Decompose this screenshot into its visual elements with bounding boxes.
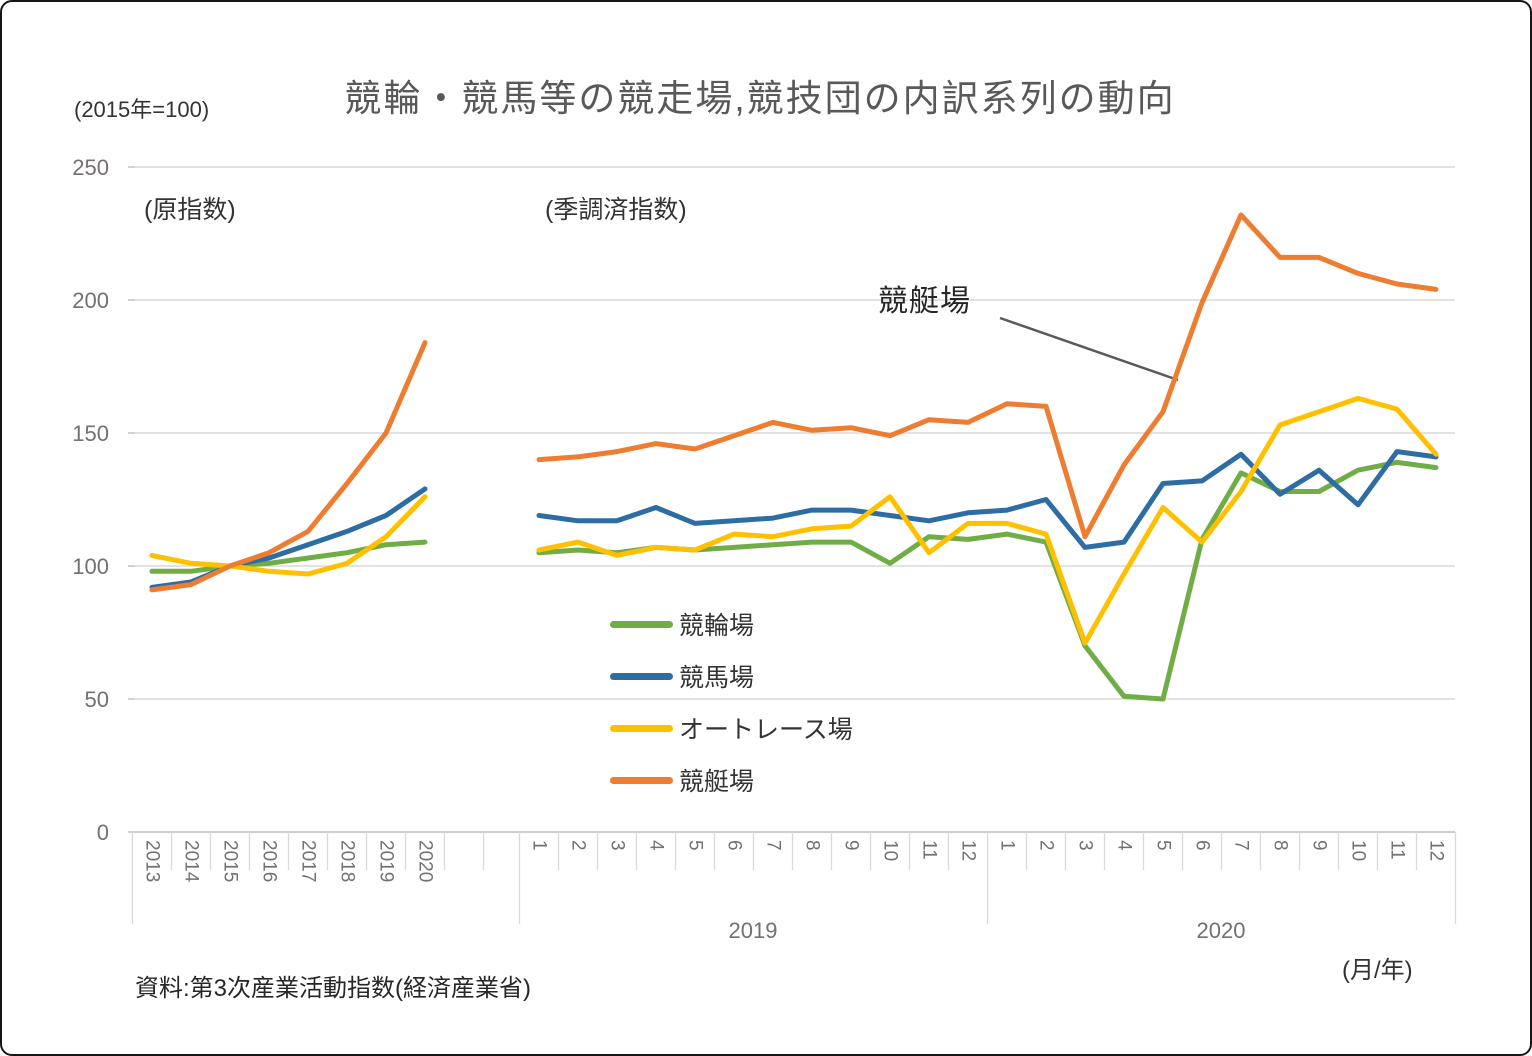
x-tick-label-year: 2018	[337, 840, 358, 882]
x-tick-label-month: 10	[1348, 840, 1369, 861]
annotation-callout-line	[999, 316, 1179, 382]
legend-item-keiba: 競馬場	[610, 650, 853, 702]
x-tick-label-year: 2020	[415, 840, 436, 882]
x-tick-label-month: 7	[1231, 840, 1252, 851]
chart-title: 競輪・競馬等の競走場,競技団の内訳系列の動向	[344, 78, 1176, 119]
legend-label-keirin: 競輪場	[679, 612, 755, 640]
series-line-kyotei-annual	[149, 340, 428, 593]
x-tick-label-month: 2	[568, 840, 589, 851]
x-tick-label-month: 11	[919, 840, 940, 860]
x-tick-label-month: 1	[529, 840, 550, 851]
x-tick-label-month: 10	[880, 840, 901, 861]
legend-swatch-keirin	[610, 620, 673, 628]
x-tick-label-month: 1	[997, 840, 1018, 851]
source-note: 資料:第3次産業活動指数(経済産業省)	[135, 975, 531, 1002]
x-tick-label-month: 8	[802, 840, 823, 851]
x-tick-label-month: 12	[1426, 840, 1447, 861]
series-line-autorace-monthly	[536, 395, 1439, 646]
x-tick-label-year: 2016	[259, 840, 280, 882]
y-tick-label: 250	[72, 155, 109, 180]
y-tick-label: 100	[72, 554, 109, 579]
legend-label-keiba: 競馬場	[679, 664, 755, 692]
y-tick-label: 150	[72, 421, 109, 446]
x-tick-label-month: 3	[1075, 840, 1096, 851]
legend-item-keirin: 競輪場	[610, 598, 853, 650]
x-tick-label-month: 4	[646, 840, 667, 851]
x-tick-label-month: 7	[763, 840, 784, 851]
legend-label-autorace: オートレース場	[679, 716, 853, 744]
x-group-label-2019: 2019	[728, 918, 778, 943]
y-tick-label: 0	[97, 820, 109, 845]
x-tick-label-month: 9	[1309, 840, 1330, 851]
index-base-note: (2015年=100)	[74, 97, 210, 122]
legend: 競輪場 競馬場 オートレース場 競艇場	[610, 598, 853, 806]
legend-item-kyotei: 競艇場	[610, 754, 853, 806]
x-tick-label-month: 3	[607, 840, 628, 851]
legend-label-kyotei: 競艇場	[679, 768, 755, 796]
x-tick-label-month: 8	[1270, 840, 1291, 851]
section-label-raw-index: (原指数)	[144, 196, 236, 224]
x-axis-unit-label: (月/年)	[1342, 957, 1413, 984]
series-line-autorace-annual	[149, 494, 428, 577]
legend-swatch-kyotei	[610, 776, 673, 784]
legend-item-autorace: オートレース場	[610, 702, 853, 754]
x-tick-label-month: 6	[724, 840, 745, 851]
section-label-seasonally-adjusted: (季調済指数)	[545, 196, 687, 224]
x-tick-label-year: 2014	[181, 840, 202, 883]
x-tick-label-month: 5	[685, 840, 706, 851]
x-tick-label-month: 11	[1387, 840, 1408, 860]
x-tick-label-year: 2013	[142, 840, 163, 882]
x-tick-label-year: 2015	[220, 840, 241, 882]
x-tick-label-month: 2	[1036, 840, 1057, 851]
series-line-keirin-annual	[149, 539, 428, 574]
x-tick-label-month: 6	[1192, 840, 1213, 851]
x-tick-label-year: 2019	[376, 840, 397, 882]
y-tick-label: 200	[72, 288, 109, 313]
y-tick-label: 50	[85, 687, 109, 712]
legend-swatch-keiba	[610, 672, 673, 680]
x-tick-label-year: 2017	[298, 840, 319, 882]
x-group-label-2020: 2020	[1196, 918, 1246, 943]
x-tick-label-month: 12	[958, 840, 979, 861]
series-line-kyotei-monthly	[536, 212, 1439, 540]
series-line-keiba-monthly	[536, 449, 1439, 550]
legend-swatch-autorace	[610, 724, 673, 732]
x-tick-label-month: 4	[1114, 840, 1135, 851]
x-tick-label-month: 5	[1153, 840, 1174, 851]
series-annotation-kyotei: 競艇場	[878, 285, 971, 318]
x-tick-label-month: 9	[841, 840, 862, 851]
